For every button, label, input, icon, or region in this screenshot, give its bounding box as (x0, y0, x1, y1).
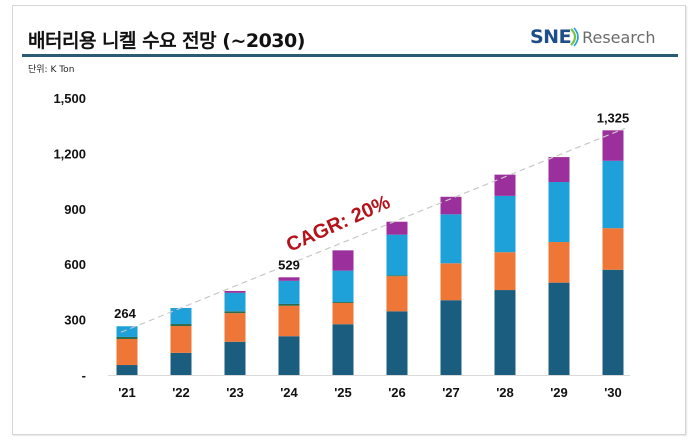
data-label: 1,325 (597, 110, 630, 125)
bar-segment-segment-4 (332, 270, 354, 303)
bar-segment-segment-4 (386, 234, 408, 276)
bar-segment-segment-4 (224, 292, 246, 312)
title-divider (22, 54, 678, 57)
x-tick-label: '27 (442, 385, 460, 400)
bar-segment-segment-3 (170, 324, 192, 327)
x-tick-label: '24 (280, 385, 298, 400)
x-tick-label: '26 (388, 385, 406, 400)
bar-segment-segment-2 (224, 313, 246, 342)
bar-segment-segment-1 (602, 269, 624, 375)
bar-segment-segment-5 (548, 157, 570, 183)
x-tick-label: '29 (550, 385, 568, 400)
bar-segment-segment-4 (440, 214, 462, 264)
bar-segment-segment-4 (548, 182, 570, 243)
bar-segment-segment-3 (116, 336, 138, 339)
page-title: 배터리용 니켈 수요 전망 (~2030) (28, 30, 305, 52)
y-tick-label: 600 (64, 257, 86, 272)
bar-segment-segment-1 (116, 365, 138, 375)
unit-label: 단위: K Ton (28, 65, 75, 75)
bar-segment-segment-4 (170, 307, 192, 325)
bar-segment-segment-2 (332, 302, 354, 325)
data-label: 264 (114, 306, 136, 321)
bar-segment-segment-3 (332, 302, 354, 303)
bar-segment-segment-3 (224, 311, 246, 314)
logo-suffix: Research (582, 27, 656, 47)
bar-segment-segment-5 (224, 290, 246, 293)
bar-segment-segment-5 (440, 196, 462, 215)
sne-research-logo: SNE Research (530, 24, 655, 50)
bar-segment-segment-3 (386, 275, 408, 277)
bar-segment-segment-4 (116, 326, 138, 337)
bar-segment-segment-2 (494, 252, 516, 291)
y-axis: - 300 600 900 1,200 1,500 (53, 91, 86, 383)
bar-segment-segment-1 (332, 324, 354, 375)
bar-segment-segment-2 (548, 242, 570, 283)
y-tick-label: - (82, 368, 86, 383)
logo-brand: SNE (530, 26, 572, 48)
bar-segment-segment-5 (278, 277, 300, 281)
y-tick-label: 1,200 (53, 146, 86, 161)
y-tick-label: 900 (64, 202, 86, 217)
bar-segment-segment-2 (170, 326, 192, 353)
bar-segment-segment-5 (602, 130, 624, 161)
logo-arc-icon (570, 27, 579, 47)
bar-segment-segment-5 (386, 221, 408, 235)
y-tick-label: 300 (64, 313, 86, 328)
bar-segment-segment-2 (386, 276, 408, 312)
bar-segment-segment-1 (440, 300, 462, 375)
bar-segment-segment-5 (332, 250, 354, 271)
bar-segment-segment-4 (278, 280, 300, 304)
x-tick-label: '23 (226, 385, 244, 400)
bar-segment-segment-1 (224, 341, 246, 375)
bars (116, 130, 624, 375)
x-tick-label: '21 (118, 385, 136, 400)
cagr-trend-line (120, 127, 626, 333)
data-label: 529 (278, 257, 300, 272)
bar-segment-segment-2 (602, 228, 624, 270)
bar-segment-segment-1 (548, 282, 570, 375)
x-tick-label: '25 (334, 385, 352, 400)
bar-segment-segment-1 (278, 336, 300, 375)
x-tick-label: '22 (172, 385, 190, 400)
x-tick-label: '30 (604, 385, 622, 400)
x-axis: '21 '22 '23 '24 '25 '26 '27 '28 '29 '30 (118, 385, 622, 400)
bar-segment-segment-2 (278, 305, 300, 337)
y-tick-label: 1,500 (53, 91, 86, 106)
bar-segment-segment-2 (116, 338, 138, 366)
bar-segment-segment-4 (494, 195, 516, 253)
data-labels: 264 529 1,325 (114, 110, 629, 321)
bar-segment-segment-1 (170, 352, 192, 375)
x-tick-label: '28 (496, 385, 514, 400)
cagr-annotation: CAGR: 20% (283, 191, 394, 256)
bar-segment-segment-1 (494, 290, 516, 375)
bar-segment-segment-4 (602, 160, 624, 229)
bar-segment-segment-5 (494, 174, 516, 196)
bar-segment-segment-2 (440, 263, 462, 301)
bar-segment-segment-1 (386, 311, 408, 375)
bar-segment-segment-3 (278, 303, 300, 306)
